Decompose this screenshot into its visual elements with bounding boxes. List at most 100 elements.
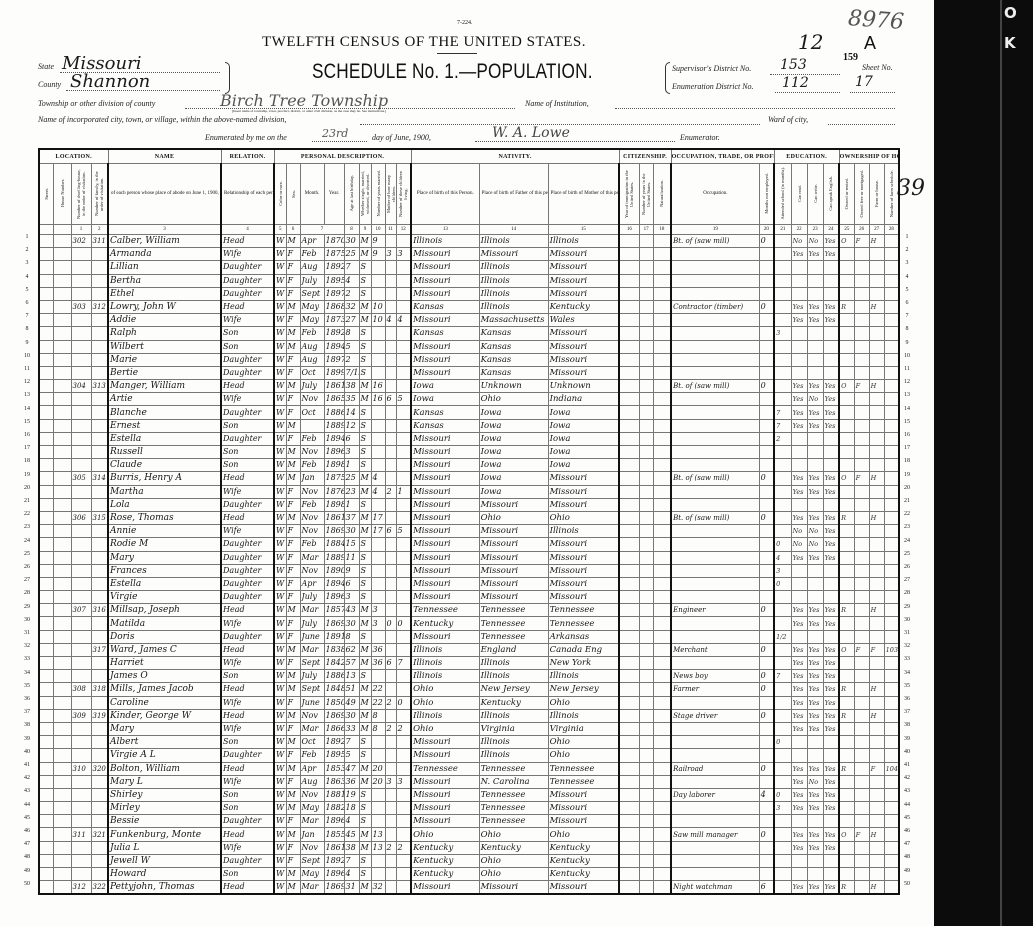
cell-year: 1892 bbox=[323, 326, 345, 341]
cell-children-living bbox=[395, 444, 412, 460]
cell-month: May bbox=[299, 299, 325, 315]
cell-birthplace: Missouri bbox=[410, 774, 480, 789]
header-marital: Whether single, married, widowed, or div… bbox=[358, 163, 372, 225]
cell-write: Yes bbox=[806, 695, 824, 710]
cell-school bbox=[773, 774, 792, 789]
cell-dwelling bbox=[70, 590, 92, 605]
cell-free: F bbox=[853, 642, 870, 658]
table-row: Blanche Daughter W F Oct 1886 14 S Kansas Iowa Iow… bbox=[38, 405, 900, 420]
cell-read bbox=[790, 286, 808, 301]
cell-years-married: 4 bbox=[370, 484, 386, 499]
cell-read: Yes bbox=[790, 774, 808, 789]
cell-age: 27 bbox=[343, 313, 360, 328]
line-number-right: 46 bbox=[904, 828, 910, 834]
cell-years-married bbox=[370, 853, 386, 869]
cell-father-birthplace: Ohio bbox=[478, 827, 549, 842]
state-value: Missouri bbox=[62, 53, 142, 74]
cell-marital: S bbox=[358, 801, 372, 816]
cell-years-married: 9 bbox=[370, 247, 386, 262]
column-number: 5 bbox=[273, 224, 287, 235]
cell-month: Oct bbox=[299, 735, 325, 750]
cell-farm bbox=[868, 392, 885, 407]
cell-schedule bbox=[883, 735, 900, 750]
cell-birthplace: Missouri bbox=[410, 352, 480, 367]
cell-schedule bbox=[883, 471, 900, 486]
cell-children-living bbox=[395, 510, 412, 526]
cell-months-unemployed bbox=[758, 444, 775, 460]
cell-occupation: Day laborer bbox=[670, 787, 760, 803]
cell-farm bbox=[868, 418, 885, 433]
cell-relation: Son bbox=[220, 458, 275, 473]
cell-english: Yes bbox=[822, 299, 840, 315]
cell-house bbox=[52, 497, 72, 512]
cell-month: Feb bbox=[299, 458, 325, 473]
column-number: 3 bbox=[107, 224, 222, 235]
cell-immigration bbox=[618, 418, 640, 433]
cell-children-living bbox=[395, 365, 412, 381]
cell-father-birthplace: Illinois bbox=[478, 655, 549, 671]
cell-month: Feb bbox=[299, 431, 325, 447]
cell-age: 7 bbox=[343, 735, 360, 750]
cell-children-born: 0 bbox=[384, 616, 397, 631]
cell-schedule bbox=[883, 774, 900, 789]
cell-age: 43 bbox=[343, 603, 360, 618]
cell-name: James O bbox=[107, 669, 222, 684]
cell-family bbox=[90, 814, 109, 829]
cell-birthplace: Missouri bbox=[410, 748, 480, 763]
line-number-left: 41 bbox=[24, 762, 30, 768]
cell-age: 11 bbox=[343, 550, 360, 565]
cell-school bbox=[773, 313, 792, 328]
cell-english: Yes bbox=[822, 721, 840, 737]
cell-family bbox=[90, 774, 109, 789]
cell-name: Doris bbox=[107, 629, 222, 644]
cell-school bbox=[773, 655, 792, 671]
cell-street bbox=[38, 273, 54, 288]
cell-school bbox=[773, 458, 792, 473]
cell-owned: R bbox=[838, 708, 855, 723]
cell-farm: H bbox=[868, 682, 885, 697]
cell-naturalization bbox=[652, 365, 672, 381]
cell-naturalization bbox=[652, 642, 672, 658]
cell-month: Mar bbox=[299, 814, 325, 829]
cell-children-born bbox=[384, 801, 397, 816]
cell-dwelling bbox=[70, 286, 92, 301]
cell-age: 1 bbox=[343, 497, 360, 512]
cell-immigration bbox=[618, 365, 640, 381]
cell-free bbox=[853, 576, 870, 592]
cell-relation: Daughter bbox=[220, 286, 275, 301]
enumeration-label: Enumeration District No. bbox=[672, 82, 754, 91]
cell-children-born bbox=[384, 748, 397, 763]
table-row: Claude Son W M Feb 1898 1 S Missouri Iowa Iowa bbox=[38, 458, 900, 473]
cell-house bbox=[52, 537, 72, 552]
cell-children-living: 1 bbox=[395, 484, 412, 499]
cell-years-in-us bbox=[638, 655, 654, 671]
cell-name: Bertha bbox=[107, 273, 222, 288]
cell-month: Oct bbox=[299, 365, 325, 381]
township-label: Township or other division of county bbox=[38, 99, 156, 108]
cell-street bbox=[38, 761, 54, 776]
cell-months-unemployed: 0 bbox=[758, 379, 775, 394]
cell-owned: O bbox=[838, 471, 855, 486]
cell-mother-birthplace: Iowa bbox=[547, 431, 620, 447]
line-number-right: 32 bbox=[904, 643, 910, 650]
census-title: TWELFTH CENSUS OF THE UNITED STATES. bbox=[262, 34, 587, 50]
cell-naturalization bbox=[652, 590, 672, 605]
cell-family bbox=[90, 524, 109, 539]
cell-birthplace: Missouri bbox=[410, 286, 480, 301]
table-row: Ethel Daughter W F Sept 1897 2 S Missouri Illinoi… bbox=[38, 286, 900, 301]
cell-years-married: 16 bbox=[370, 392, 386, 407]
cell-children-living bbox=[395, 708, 412, 723]
cell-occupation: Night watchman bbox=[670, 880, 760, 895]
cell-school bbox=[773, 299, 792, 315]
cell-month: Aug bbox=[299, 352, 325, 367]
cell-color: W bbox=[273, 365, 287, 381]
cell-street bbox=[38, 603, 54, 618]
column-number: 9 bbox=[358, 224, 372, 235]
cell-family bbox=[90, 748, 109, 763]
cell-birthplace: Ohio bbox=[410, 827, 480, 842]
cell-immigration bbox=[618, 405, 640, 420]
cell-immigration bbox=[618, 827, 640, 842]
cell-months-unemployed bbox=[758, 497, 775, 512]
cell-write bbox=[806, 326, 824, 341]
cell-owned bbox=[838, 260, 855, 275]
